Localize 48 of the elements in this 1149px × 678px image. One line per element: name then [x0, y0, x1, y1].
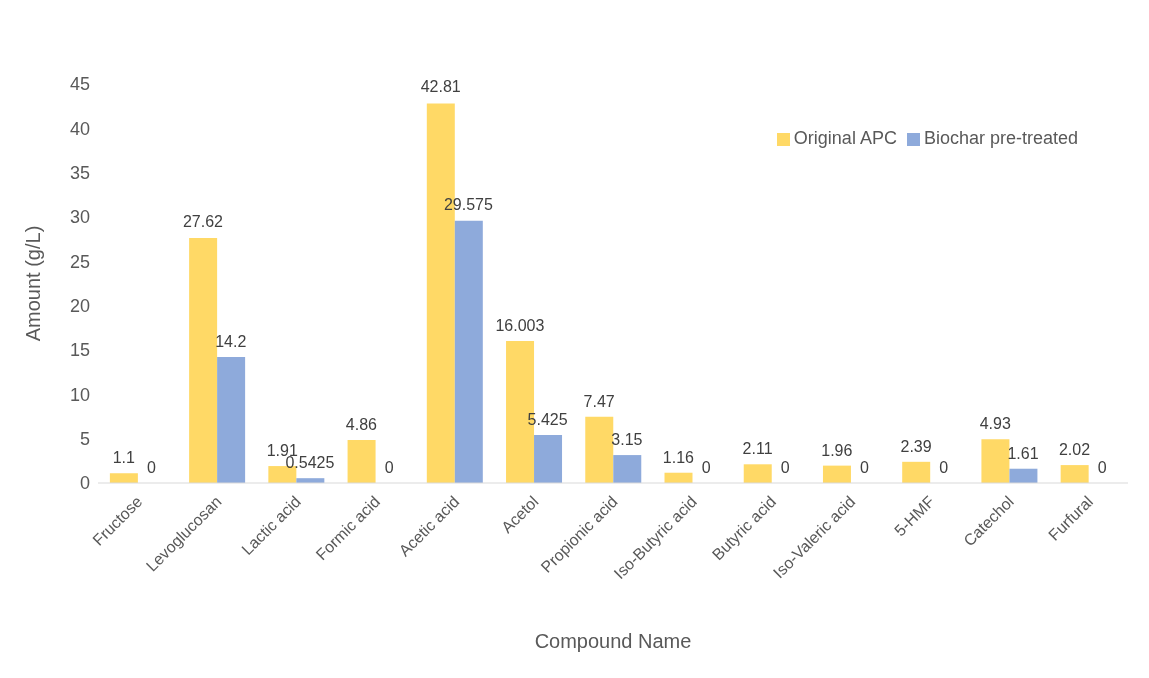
data-label: 7.47	[583, 392, 615, 410]
data-label: 0	[1097, 459, 1107, 476]
data-label: 2.02	[1058, 441, 1091, 459]
bar	[585, 416, 614, 483]
bar	[534, 434, 563, 483]
y-tick-label: 35	[69, 163, 90, 184]
legend-label: Biochar pre-treated	[923, 128, 1078, 148]
data-label: 0	[780, 459, 790, 476]
bar	[268, 466, 297, 483]
y-tick-label: 10	[69, 384, 90, 405]
y-tick-label: 30	[69, 207, 90, 228]
data-label: 2.11	[742, 440, 773, 458]
data-label: 0	[939, 459, 949, 476]
y-tick-label: 20	[69, 296, 90, 317]
y-axis-title: Amount (g/L)	[22, 225, 45, 342]
data-label: 1.1	[112, 449, 135, 467]
bar	[109, 473, 138, 483]
data-label: 2.39	[900, 437, 932, 455]
data-label: 0	[384, 459, 394, 476]
bar	[1060, 465, 1089, 483]
y-tick-label: 40	[69, 118, 90, 139]
data-label: 27.62	[182, 213, 224, 231]
data-label: 0	[147, 459, 157, 476]
y-tick-label: 0	[79, 473, 90, 494]
bar	[347, 439, 376, 483]
bar	[902, 461, 931, 483]
y-tick-label: 45	[69, 74, 90, 95]
bar	[217, 357, 246, 483]
x-axis-title: Compound Name	[534, 630, 692, 652]
y-tick-label: 15	[69, 340, 90, 361]
bar	[822, 465, 851, 483]
data-label: 42.81	[420, 78, 461, 96]
data-label: 1.16	[662, 448, 695, 466]
bar	[613, 455, 642, 483]
bar	[189, 238, 218, 483]
y-tick-label: 25	[69, 251, 90, 272]
bar	[454, 220, 483, 483]
bar	[743, 464, 772, 483]
legend-label: Original APC	[793, 128, 897, 148]
data-label: 1.96	[821, 441, 853, 459]
y-tick-label: 5	[79, 429, 90, 450]
data-label: 0	[860, 459, 870, 476]
data-label: 0	[701, 459, 711, 476]
bar	[1009, 468, 1038, 483]
data-label: 16.003	[495, 316, 545, 334]
data-label: 4.86	[345, 415, 378, 433]
data-label: 4.93	[979, 415, 1011, 433]
bar	[981, 439, 1010, 483]
